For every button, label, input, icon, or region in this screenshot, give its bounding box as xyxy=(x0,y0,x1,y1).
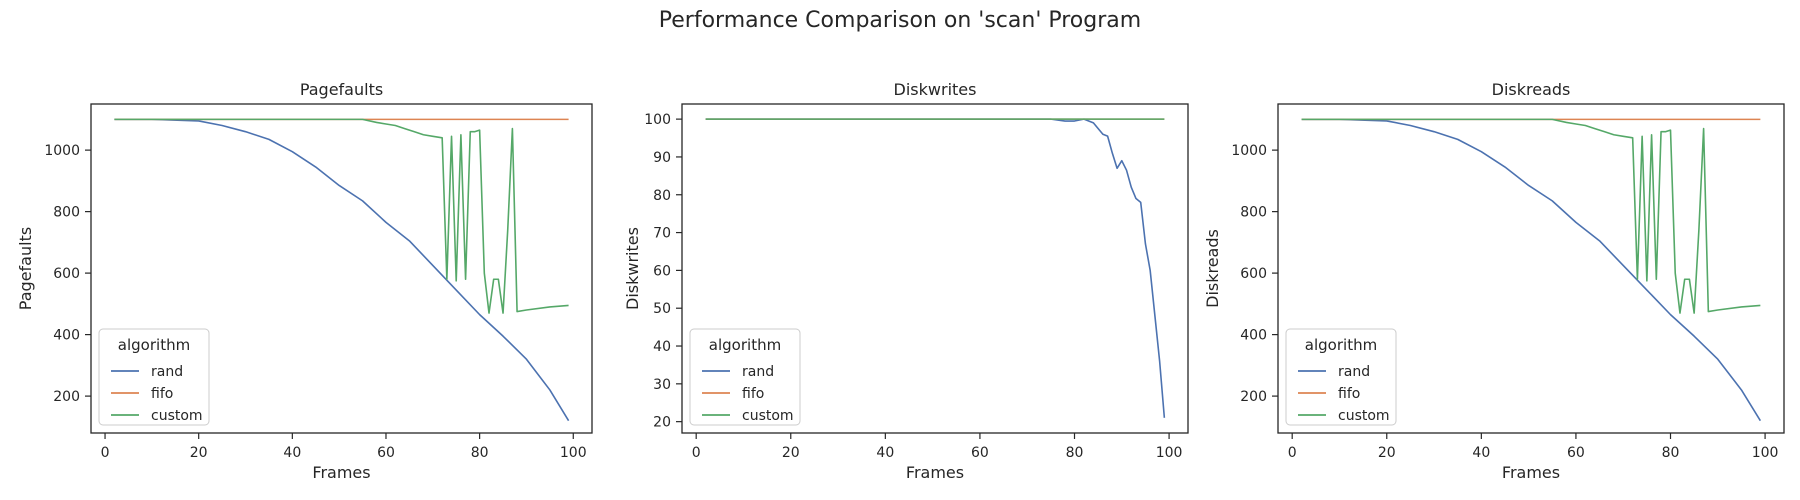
y-tick-label: 200 xyxy=(53,389,80,405)
subplot-diskreads: Diskreads 0 20 40 60 80 100 200 400 600 800 1000 Fra… xyxy=(1203,80,1785,482)
y-tick-label: 40 xyxy=(653,339,671,355)
x-tick-label: 60 xyxy=(377,445,395,461)
subplot-pagefaults: Pagefaults 0 20 40 60 80 100 200 400 600 800 1000 Fr… xyxy=(16,80,593,482)
series-line-rand xyxy=(114,118,570,422)
legend-box xyxy=(689,328,801,426)
x-axis-label: Frames xyxy=(1502,463,1560,482)
x-tick-label: 100 xyxy=(1752,445,1779,461)
y-tick-label: 200 xyxy=(1240,389,1267,405)
x-tick-label: 40 xyxy=(283,445,301,461)
y-tick-label: 80 xyxy=(653,188,671,204)
y-tick-label: 1000 xyxy=(44,143,80,159)
y-tick-label: 400 xyxy=(1240,328,1267,344)
legend-label-custom: custom xyxy=(151,408,203,424)
x-axis-label: Frames xyxy=(906,463,964,482)
x-tick-label: 80 xyxy=(1066,445,1084,461)
x-tick-label: 20 xyxy=(190,445,208,461)
y-tick-label: 800 xyxy=(1240,205,1267,221)
series-line-rand xyxy=(705,118,1166,418)
x-tick-label: 40 xyxy=(1472,445,1490,461)
legend: algorithm rand fifo custom xyxy=(98,328,210,426)
legend-label-fifo: fifo xyxy=(1338,386,1360,402)
x-tick-label: 100 xyxy=(1156,445,1183,461)
legend: algorithm rand fifo custom xyxy=(689,328,801,426)
legend-label-rand: rand xyxy=(151,364,183,380)
legend-title: algorithm xyxy=(1305,336,1377,354)
y-tick-label: 30 xyxy=(653,377,671,393)
subplot-diskwrites: Diskwrites 0 20 40 60 80 100 20 30 40 50 60 70 80 90 10… xyxy=(623,80,1189,482)
y-tick-label: 20 xyxy=(653,415,671,431)
x-tick-label: 20 xyxy=(782,445,800,461)
x-tick-label: 80 xyxy=(1662,445,1680,461)
legend-label-fifo: fifo xyxy=(151,386,173,402)
x-tick-label: 40 xyxy=(876,445,894,461)
y-tick-label: 600 xyxy=(1240,266,1267,282)
series-line-rand xyxy=(1301,118,1762,422)
y-axis-label: Diskreads xyxy=(1203,229,1222,308)
figure-suptitle: Performance Comparison on 'scan' Program xyxy=(659,8,1141,33)
legend-label-fifo: fifo xyxy=(742,386,764,402)
legend-label-rand: rand xyxy=(742,364,774,380)
y-axis-label: Diskwrites xyxy=(623,227,642,310)
axes-frame xyxy=(681,103,1189,434)
legend-label-rand: rand xyxy=(1338,364,1370,380)
series-line-custom xyxy=(114,118,569,314)
legend-box xyxy=(98,328,210,426)
axes-frame xyxy=(90,103,593,434)
legend: algorithm rand fifo custom xyxy=(1285,328,1397,426)
y-tick-label: 60 xyxy=(653,263,671,279)
x-tick-label: 100 xyxy=(560,445,587,461)
x-tick-label: 0 xyxy=(1288,445,1297,461)
y-tick-label: 600 xyxy=(53,266,80,282)
y-tick-label: 90 xyxy=(653,150,671,166)
y-tick-label: 1000 xyxy=(1231,143,1267,159)
y-tick-label: 800 xyxy=(53,205,80,221)
y-tick-label: 50 xyxy=(653,301,671,317)
x-tick-label: 20 xyxy=(1378,445,1396,461)
axes-frame xyxy=(1277,103,1785,434)
y-tick-label: 100 xyxy=(644,112,671,128)
y-axis-label: Pagefaults xyxy=(16,227,35,310)
y-tick-label: 400 xyxy=(53,328,80,344)
x-axis-label: Frames xyxy=(312,463,370,482)
x-tick-label: 0 xyxy=(101,445,110,461)
y-tick-label: 70 xyxy=(653,226,671,242)
legend-title: algorithm xyxy=(709,336,781,354)
x-tick-label: 0 xyxy=(692,445,701,461)
x-tick-label: 60 xyxy=(1567,445,1585,461)
subplot-title: Diskreads xyxy=(1492,80,1571,99)
legend-box xyxy=(1285,328,1397,426)
subplot-title: Diskwrites xyxy=(894,80,977,99)
subplot-title: Pagefaults xyxy=(300,80,383,99)
legend-label-custom: custom xyxy=(742,408,794,424)
legend-title: algorithm xyxy=(118,336,190,354)
x-tick-label: 60 xyxy=(971,445,989,461)
legend-label-custom: custom xyxy=(1338,408,1390,424)
series-line-custom xyxy=(1301,118,1761,314)
x-tick-label: 80 xyxy=(471,445,489,461)
